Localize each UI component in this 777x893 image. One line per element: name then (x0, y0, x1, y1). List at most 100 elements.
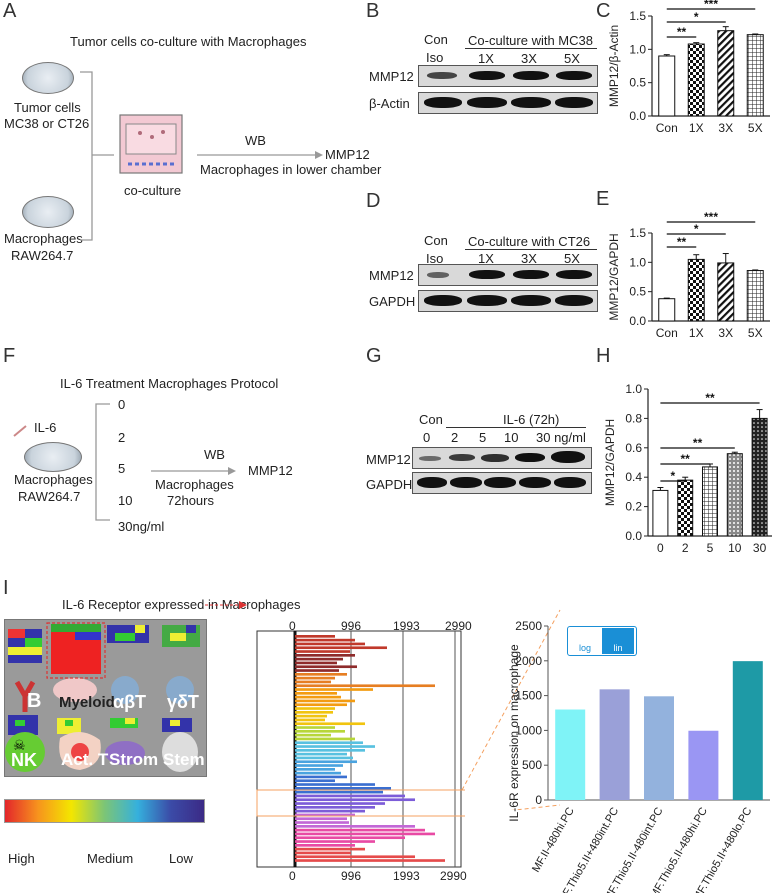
g-row-mmp12: MMP12 (366, 452, 411, 467)
bar-list-bar (295, 764, 343, 767)
y-tick-label: 1.0 (625, 382, 642, 396)
sig-label: * (694, 10, 699, 24)
immune-map: ☠ B Myeloid αβT γδT NK Act. T Strom Stem (4, 619, 207, 777)
b-iso: Iso (426, 50, 444, 65)
bar-list-bar (295, 638, 355, 642)
bar-list-bar (295, 680, 331, 684)
d-lane-3: 5X (564, 251, 580, 266)
y-tick-label: 0.0 (629, 314, 646, 328)
bar-3 (688, 730, 719, 800)
toggle-log[interactable]: log (569, 628, 601, 654)
dose-30: 30ng/ml (118, 519, 165, 534)
bar-list-bar (295, 832, 435, 836)
d-lane-2: 3X (521, 251, 537, 266)
bar-list-bar (295, 695, 341, 699)
panel-f-title: IL-6 Treatment Macrophages Protocol (60, 376, 279, 391)
x-tick-label: 5X (748, 326, 763, 340)
bar-tick-1993-top: 1993 (393, 619, 420, 633)
bar-list-bar (295, 654, 355, 657)
scale-high: High (8, 851, 35, 866)
y-tick-label: 0.0 (625, 529, 642, 543)
bar-list-bar (295, 733, 331, 737)
bar-list-bars (295, 635, 445, 862)
il6-label: IL-6 (34, 420, 57, 435)
x-tick-label: 5 (707, 541, 714, 555)
bar-list-bar (295, 699, 355, 703)
cell-gdt: γδT (167, 692, 199, 712)
bar-1 (599, 689, 630, 800)
panel-i-title: IL-6 Receptor expressed in Macrophages (62, 597, 301, 612)
panel-f-diagram (13, 403, 236, 521)
bar-list-bar (295, 669, 339, 672)
cell-abt: αβT (113, 692, 147, 712)
bar-list-bar (295, 851, 351, 855)
y-axis-label: IL-6R expression on macrophage (508, 644, 521, 822)
panel-letter-f: F (3, 345, 16, 367)
y-tick-label: 0.4 (625, 470, 642, 484)
bar-list-bar (295, 775, 347, 779)
bar-1X (687, 258, 705, 322)
dose-2: 2 (118, 430, 126, 445)
bar-list-bar (295, 768, 335, 771)
bar-tick-0-top: 0 (289, 619, 296, 633)
bar-list-bar (295, 707, 335, 710)
heat-grid-myeloid (51, 624, 101, 674)
bar-list-bar (295, 642, 365, 646)
panel-letter-b: B (366, 0, 380, 22)
heat-grid-abt (107, 625, 149, 643)
bar-list-bar (295, 752, 347, 756)
bar-list-bar (295, 650, 350, 653)
bar-list-bar (295, 798, 415, 802)
bar-3X (717, 30, 735, 117)
d-con: Con (424, 233, 448, 248)
b-blot-mmp12 (418, 65, 598, 87)
toggle-lin[interactable]: lin (602, 628, 634, 654)
bar-list-bar (295, 684, 435, 688)
bar-list-bar (295, 676, 335, 680)
panel-letter-a: A (3, 0, 17, 22)
panel-a-title: Tumor cells co-culture with Macrophages (70, 34, 307, 49)
bar-list-bar (295, 828, 425, 832)
sig-label: * (670, 469, 675, 483)
cell-act-t: Act. T (61, 750, 109, 769)
bar-list-bar (295, 646, 387, 650)
bar-list-bar (295, 635, 335, 638)
panel-letter-d: D (366, 190, 381, 212)
x-tick-label: 10 (728, 541, 742, 555)
sig-label: ** (677, 235, 687, 249)
bar-list-bar (295, 806, 375, 809)
d-iso: Iso (426, 251, 444, 266)
y-tick-label: 1500 (515, 689, 542, 703)
d-row-gapdh: GAPDH (369, 294, 416, 309)
b-group: Co-culture with MC38 (468, 33, 593, 48)
bar-list-overview (205, 601, 465, 868)
x-tick-label: Con (656, 121, 678, 135)
sig-label: ** (705, 391, 715, 405)
bar-list-bar (295, 673, 347, 676)
y-tick-label: 1000 (515, 723, 542, 737)
bar-list-bar (295, 787, 391, 790)
bar-list-bar (295, 760, 357, 764)
f-mac-2: RAW264.7 (18, 489, 81, 504)
f-result: MMP12 (248, 463, 293, 478)
bar-list-bar (295, 756, 353, 760)
macrophage-dish-icon (22, 196, 74, 228)
sig-label: ** (677, 25, 687, 39)
g-lane-2: 2 (451, 430, 459, 445)
panel-letter-e: E (596, 188, 610, 210)
bar-list-bar (295, 783, 375, 786)
bar-list-bar (295, 840, 375, 843)
scale-toggle[interactable]: log lin (567, 626, 637, 656)
bar-tick-996-top: 996 (341, 619, 362, 633)
wb-label-a: WB (245, 133, 266, 148)
sig-label: *** (704, 0, 718, 11)
y-tick-label: 500 (522, 758, 542, 772)
bar-list-bar (295, 809, 365, 813)
bar-Con (658, 298, 676, 322)
bar-list-bar (295, 741, 363, 745)
y-tick-label: 0.0 (629, 109, 646, 123)
bar-list-bar (295, 661, 337, 665)
panel-letter-h: H (596, 345, 611, 367)
